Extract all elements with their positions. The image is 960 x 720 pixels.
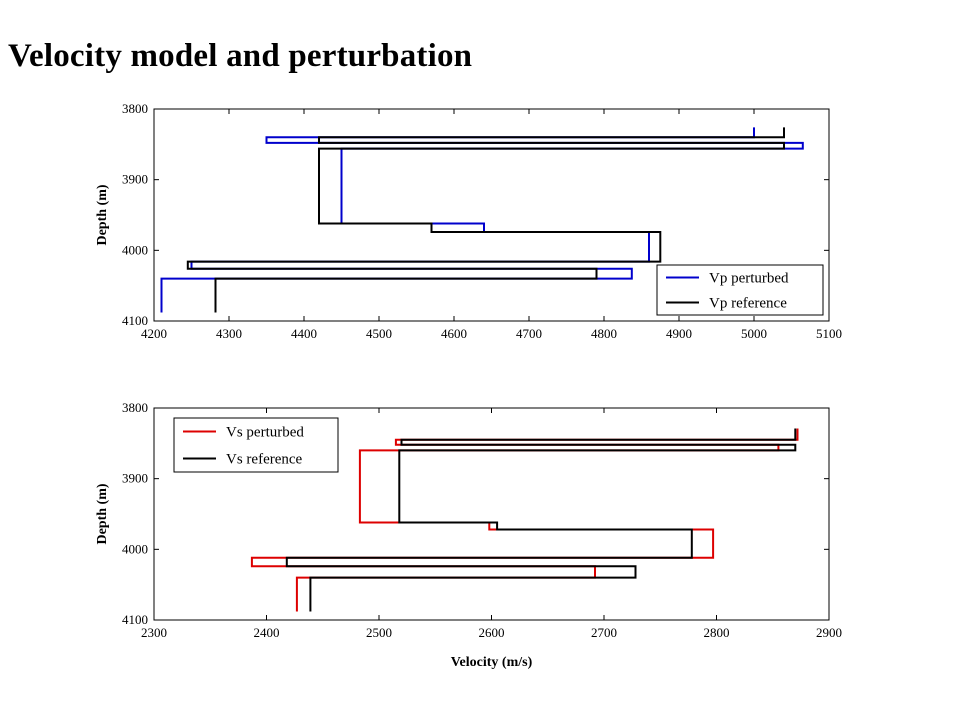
x-tick-label: 4600 bbox=[441, 326, 467, 341]
x-tick-label: 2500 bbox=[366, 625, 392, 640]
x-tick-label: 4900 bbox=[666, 326, 692, 341]
chart-2: 2300 2400 2500 2600 2700 2800 2900 3800 3900 4000… bbox=[95, 400, 842, 670]
legend-box bbox=[173, 417, 339, 473]
legend: Vs perturbed Vs reference bbox=[173, 417, 339, 473]
legend-label: Vp reference bbox=[709, 296, 787, 312]
x-tick-label: 2400 bbox=[254, 625, 280, 640]
y-axis-label: Depth (m) bbox=[95, 483, 110, 544]
series-line-vs-reference bbox=[285, 428, 797, 612]
y-axis-label: Depth (m) bbox=[95, 184, 110, 245]
x-tick-label: 2800 bbox=[704, 625, 730, 640]
legend-label: Vs perturbed bbox=[226, 425, 304, 441]
y-tick-label: 3800 bbox=[122, 101, 148, 116]
x-tick-label: 4400 bbox=[291, 326, 317, 341]
series-line-vs-perturbed bbox=[250, 428, 799, 612]
x-tick-label: 4200 bbox=[141, 326, 167, 341]
y-tick-label: 4100 bbox=[122, 313, 148, 328]
x-tick-label: 2900 bbox=[816, 625, 842, 640]
legend: Vp perturbed Vp reference bbox=[656, 264, 824, 316]
y-tick-label: 3900 bbox=[122, 471, 148, 486]
x-axis-label: Velocity (m/s) bbox=[451, 655, 533, 670]
slide-title: Velocity model and perturbation bbox=[8, 38, 473, 74]
x-tick-label: 5100 bbox=[816, 326, 842, 341]
legend-label: Vs reference bbox=[226, 452, 303, 468]
series-line-vp-perturbed bbox=[160, 127, 804, 313]
x-tick-label: 2300 bbox=[141, 625, 167, 640]
y-tick-label: 3800 bbox=[122, 400, 148, 415]
y-tick-label: 4000 bbox=[122, 541, 148, 556]
x-tick-label: 5000 bbox=[741, 326, 767, 341]
legend-box bbox=[656, 264, 824, 316]
x-tick-label: 2700 bbox=[591, 625, 617, 640]
series-line-vp-reference bbox=[186, 127, 785, 313]
y-tick-label: 3900 bbox=[122, 172, 148, 187]
chart-1: 4200 4300 4400 4500 4600 4700 4800 4900 5000 5100… bbox=[95, 101, 842, 341]
y-tick-label: 4100 bbox=[122, 612, 148, 627]
legend-label: Vp perturbed bbox=[709, 271, 789, 287]
x-tick-label: 4500 bbox=[366, 326, 392, 341]
x-tick-label: 4700 bbox=[516, 326, 542, 341]
x-tick-label: 4800 bbox=[591, 326, 617, 341]
y-tick-label: 4000 bbox=[122, 242, 148, 257]
x-tick-label: 2600 bbox=[479, 625, 505, 640]
x-tick-label: 4300 bbox=[216, 326, 242, 341]
